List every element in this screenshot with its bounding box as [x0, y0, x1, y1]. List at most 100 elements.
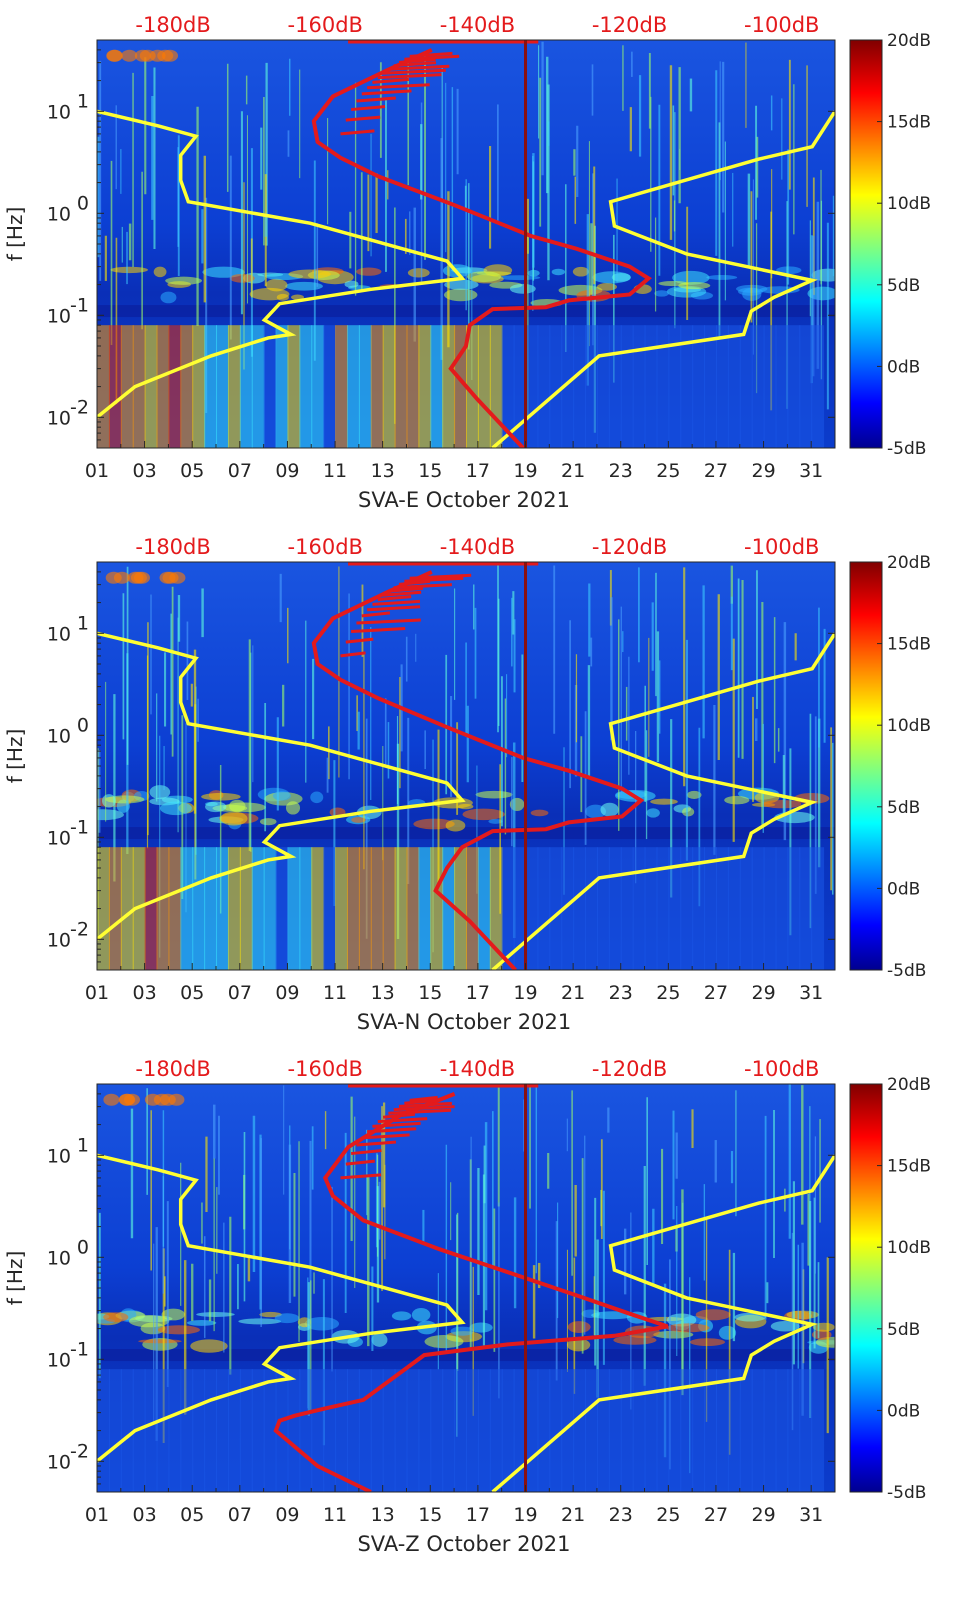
low-frequency-column — [120, 1369, 134, 1492]
red-curve-spike — [356, 96, 396, 103]
low-frequency-column — [525, 1369, 539, 1492]
colorbar-tick-label: 5dB — [887, 1320, 920, 1340]
red-curve-spike — [382, 590, 422, 597]
x-tick-label: 25 — [656, 460, 680, 482]
low-frequency-column — [263, 325, 277, 448]
low-frequency-column — [680, 1369, 694, 1492]
microseism-blob — [596, 282, 617, 291]
microseism-blob — [229, 799, 246, 813]
x-tick-label: 31 — [799, 982, 823, 1004]
low-frequency-column — [406, 847, 420, 970]
red-curve-spike — [372, 1121, 421, 1128]
low-frequency-column — [585, 1369, 598, 1492]
low-frequency-column — [466, 325, 479, 448]
high-frequency-blob — [159, 571, 176, 584]
red-curve-spike — [340, 1173, 382, 1180]
red-curve-spike — [350, 1149, 382, 1156]
colorbar-tick-label: 15dB — [887, 635, 931, 655]
colorbar-tick-label: 15dB — [887, 1157, 931, 1177]
microseism-blob — [110, 266, 149, 274]
x-axis-label: SVA-N October 2021 — [357, 1010, 571, 1034]
red-curve-spike — [367, 1127, 417, 1134]
colorbar-tick-label: 0dB — [887, 357, 920, 377]
low-frequency-column — [227, 1369, 241, 1492]
low-frequency-column — [727, 325, 741, 448]
top-axis-label: -160dB — [288, 535, 363, 559]
colorbar-tick-label: 15dB — [887, 113, 931, 133]
top-axis-label: -100dB — [744, 1057, 819, 1081]
red-curve-spike — [409, 51, 453, 58]
microseism-blob — [706, 274, 738, 280]
low-frequency-column — [799, 847, 813, 970]
y-tick-exponent: -1 — [70, 816, 89, 838]
low-frequency-column — [108, 1369, 122, 1492]
spectrogram-area — [97, 40, 835, 448]
microseism-blob — [672, 270, 710, 285]
colorbar-tick-label: 20dB — [887, 1075, 931, 1095]
microseism-blob — [475, 790, 513, 799]
y-tick-label: 10 — [47, 1349, 71, 1371]
microseism-blob — [411, 1308, 431, 1322]
low-frequency-column — [216, 847, 229, 970]
colorbar — [849, 39, 883, 449]
microseism-blob — [351, 816, 366, 823]
low-frequency-column — [727, 1369, 741, 1492]
low-frequency-column — [335, 325, 348, 448]
high-frequency-blob — [103, 1093, 120, 1106]
y-tick-base: 10 — [47, 203, 71, 225]
x-tick-label: 07 — [228, 982, 252, 1004]
low-frequency-column — [287, 847, 301, 970]
low-frequency-column — [418, 847, 432, 970]
microseism-blob — [371, 1333, 388, 1347]
microseism-blob — [259, 818, 277, 826]
microseism-blob — [153, 266, 167, 278]
x-tick-label: 29 — [751, 1504, 775, 1526]
low-frequency-column — [644, 325, 658, 448]
y-axis-label: f [Hz] — [3, 729, 27, 784]
y-tick-base: 10 — [47, 101, 71, 123]
low-frequency-column — [120, 847, 134, 970]
microseism-blob — [159, 801, 192, 816]
low-frequency-column — [501, 847, 515, 970]
x-tick-label: 27 — [704, 982, 728, 1004]
red-curve-spike — [356, 618, 421, 625]
microseism-blob — [310, 791, 324, 804]
y-tick-exponent: 0 — [77, 714, 89, 736]
microseism-blob — [186, 1319, 217, 1326]
y-tick-base: 10 — [47, 305, 71, 327]
x-tick-label: 29 — [751, 460, 775, 482]
microseism-blob — [469, 1322, 493, 1333]
x-tick-label: 29 — [751, 982, 775, 1004]
x-tick-label: 01 — [85, 460, 109, 482]
red-curve-spike — [398, 579, 431, 586]
red-curve — [273, 1092, 669, 1492]
low-frequency-column — [406, 1369, 420, 1492]
low-frequency-column — [251, 325, 265, 448]
low-frequency-column — [358, 1369, 372, 1492]
low-frequency-column — [513, 325, 527, 448]
microseism-blob — [238, 1318, 282, 1325]
microseism-blob — [288, 269, 331, 279]
low-frequency-column — [442, 847, 456, 970]
yellow-curve-right — [491, 632, 835, 970]
red-curve — [311, 570, 645, 970]
low-frequency-column — [549, 1369, 563, 1492]
low-frequency-column — [156, 1369, 170, 1492]
red-curve-spike — [393, 61, 437, 68]
low-frequency-column — [561, 847, 575, 970]
high-frequency-blob — [119, 1093, 136, 1106]
top-axis-label: -180dB — [135, 13, 210, 37]
low-frequency-column — [335, 847, 348, 970]
low-frequency-column — [299, 847, 313, 970]
x-tick-label: 25 — [656, 1504, 680, 1526]
low-frequency-column — [775, 1369, 789, 1492]
microseism-blob — [445, 819, 466, 832]
microseism-blob — [344, 280, 359, 288]
low-frequency-column — [632, 1369, 646, 1492]
x-tick-label: 27 — [704, 460, 728, 482]
x-tick-label: 09 — [275, 460, 299, 482]
microseism-blob — [678, 281, 711, 290]
y-tick-label: 10 — [47, 725, 71, 747]
low-frequency-column — [763, 325, 777, 448]
low-frequency-column — [525, 325, 539, 448]
